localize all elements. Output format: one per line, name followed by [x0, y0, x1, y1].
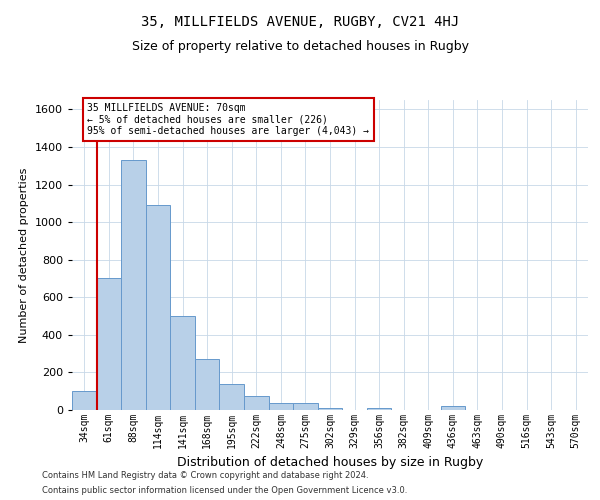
Text: Contains public sector information licensed under the Open Government Licence v3: Contains public sector information licen…: [42, 486, 407, 495]
Bar: [220, 384, 244, 410]
Bar: [318, 408, 342, 410]
Bar: [244, 396, 269, 410]
Y-axis label: Number of detached properties: Number of detached properties: [19, 168, 29, 342]
Bar: [367, 408, 391, 410]
Bar: [146, 205, 170, 410]
Text: 35 MILLFIELDS AVENUE: 70sqm
← 5% of detached houses are smaller (226)
95% of sem: 35 MILLFIELDS AVENUE: 70sqm ← 5% of deta…: [88, 103, 370, 136]
Text: Contains HM Land Registry data © Crown copyright and database right 2024.: Contains HM Land Registry data © Crown c…: [42, 471, 368, 480]
Bar: [170, 316, 195, 410]
Text: 35, MILLFIELDS AVENUE, RUGBY, CV21 4HJ: 35, MILLFIELDS AVENUE, RUGBY, CV21 4HJ: [141, 15, 459, 29]
Bar: [440, 406, 465, 410]
Text: Size of property relative to detached houses in Rugby: Size of property relative to detached ho…: [131, 40, 469, 53]
Bar: [195, 360, 220, 410]
Bar: [72, 391, 97, 410]
X-axis label: Distribution of detached houses by size in Rugby: Distribution of detached houses by size …: [177, 456, 483, 469]
Bar: [121, 160, 146, 410]
Bar: [97, 278, 121, 410]
Bar: [293, 404, 318, 410]
Bar: [269, 404, 293, 410]
